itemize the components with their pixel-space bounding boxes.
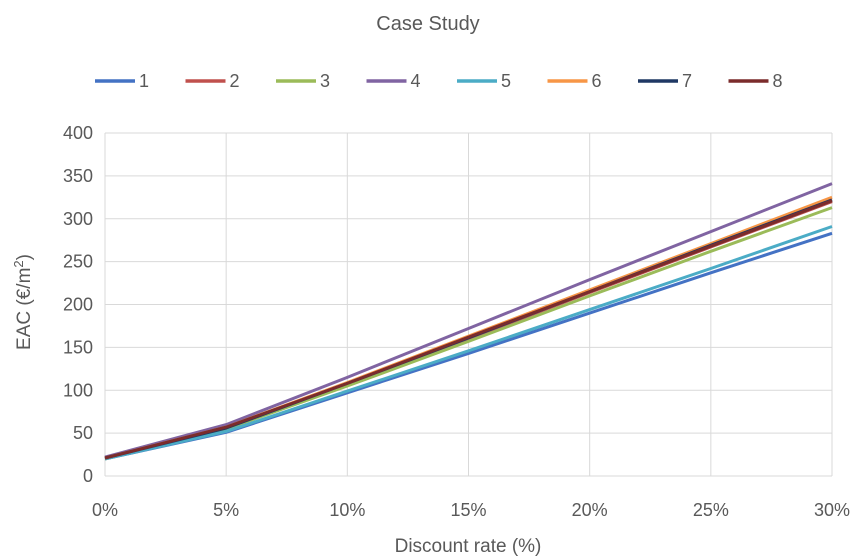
x-tick-label: 0% bbox=[92, 500, 118, 520]
x-tick-label: 15% bbox=[450, 500, 486, 520]
x-axis-label: Discount rate (%) bbox=[395, 536, 542, 557]
y-axis-label-main: EAC (€/m bbox=[14, 268, 35, 350]
x-axis-ticks: 0% 5% 10% 15% 20% 25% 30% bbox=[92, 500, 850, 520]
series-line-4 bbox=[104, 182, 833, 459]
legend-label-5: 5 bbox=[501, 71, 511, 91]
y-tick-label: 150 bbox=[63, 337, 93, 357]
series-line-5 bbox=[104, 225, 833, 461]
y-tick-label: 200 bbox=[63, 295, 93, 315]
y-axis-label-sup: 2 bbox=[11, 260, 26, 267]
y-tick-label: 400 bbox=[63, 123, 93, 143]
y-tick-label: 100 bbox=[63, 380, 93, 400]
gridlines bbox=[104, 132, 833, 477]
y-axis-label: EAC (€/m2) bbox=[11, 254, 35, 350]
chart-title: Case Study bbox=[376, 13, 479, 35]
legend-label-7: 7 bbox=[682, 71, 692, 91]
legend-label-2: 2 bbox=[230, 71, 240, 91]
y-tick-label: 350 bbox=[63, 166, 93, 186]
legend-label-1: 1 bbox=[139, 71, 149, 91]
y-tick-label: 50 bbox=[73, 423, 93, 443]
y-tick-label: 250 bbox=[63, 252, 93, 272]
series-lines bbox=[104, 182, 833, 461]
y-tick-label: 300 bbox=[63, 209, 93, 229]
x-tick-label: 10% bbox=[329, 500, 365, 520]
legend-label-6: 6 bbox=[592, 71, 602, 91]
x-tick-label: 30% bbox=[814, 500, 850, 520]
legend-label-3: 3 bbox=[320, 71, 330, 91]
x-tick-label: 20% bbox=[572, 500, 608, 520]
legend-label-8: 8 bbox=[773, 71, 783, 91]
y-axis-ticks: 0 50 100 150 200 250 300 350 400 bbox=[63, 123, 93, 486]
x-tick-label: 5% bbox=[213, 500, 239, 520]
legend: 1 2 3 4 5 6 7 8 bbox=[95, 71, 783, 91]
legend-label-4: 4 bbox=[411, 71, 421, 91]
series-line-8 bbox=[104, 199, 833, 460]
y-axis-label-end: ) bbox=[14, 254, 35, 260]
y-tick-label: 0 bbox=[83, 466, 93, 486]
x-tick-label: 25% bbox=[693, 500, 729, 520]
